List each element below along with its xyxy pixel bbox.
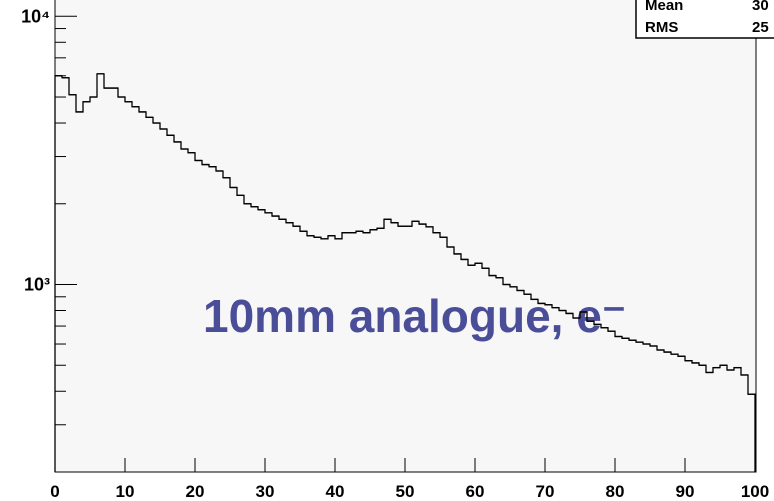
x-tick-label: 60 xyxy=(466,482,485,501)
plot-frame xyxy=(54,0,757,473)
stats-value: 25 xyxy=(752,19,769,36)
x-tick-label: 10 xyxy=(116,482,135,501)
stats-box xyxy=(635,0,774,39)
stats-value: 30 xyxy=(752,0,769,14)
x-tick-label: 20 xyxy=(186,482,205,501)
x-tick-label: 50 xyxy=(396,482,415,501)
y-tick-label: 10³ xyxy=(24,275,50,295)
x-tick-label: 90 xyxy=(676,482,695,501)
x-tick-label: 100 xyxy=(741,482,769,501)
x-tick-label: 80 xyxy=(606,482,625,501)
stats-label: Mean xyxy=(645,0,683,14)
stats-label: RMS xyxy=(645,19,678,36)
x-tick-label: 0 xyxy=(50,482,59,501)
x-tick-label: 40 xyxy=(326,482,345,501)
y-tick-label: 10⁴ xyxy=(21,6,50,26)
x-tick-label: 30 xyxy=(256,482,275,501)
annotation: 10mm analogue, e⁻ xyxy=(203,290,626,342)
histogram-outline xyxy=(54,73,756,472)
x-tick-label: 70 xyxy=(536,482,555,501)
